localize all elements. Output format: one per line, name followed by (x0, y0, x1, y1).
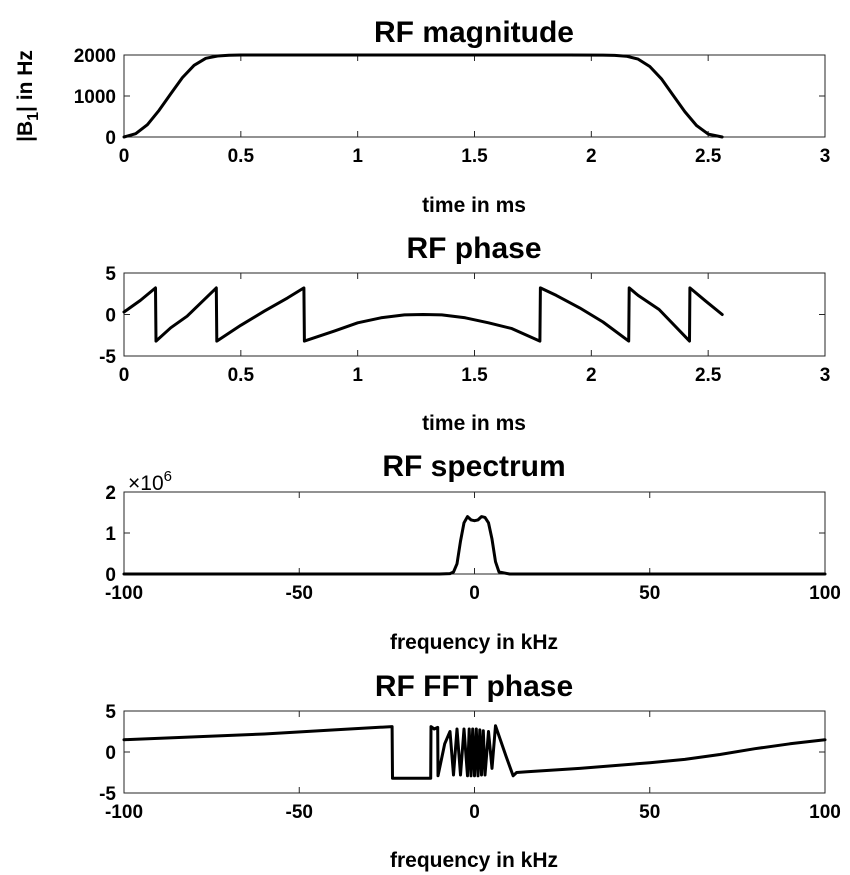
x-axis: -100 -50 0 50 100 (105, 492, 841, 604)
x-axis-label: time in ms (422, 412, 526, 435)
y-axis: 0 1 2 (105, 483, 825, 586)
y-tick-label: 5 (105, 264, 116, 285)
x-tick-label: 0 (119, 146, 130, 167)
x-tick-label: 1 (352, 146, 363, 167)
y-tick-label: -5 (99, 784, 116, 805)
y-tick-label: 2 (105, 483, 116, 504)
x-tick-label: 0.5 (228, 146, 255, 167)
x-tick-label: 2 (586, 365, 597, 386)
x-tick-label: 1.5 (461, 146, 488, 167)
x-tick-label: 1 (352, 365, 363, 386)
x-axis-label: frequency in kHz (390, 631, 558, 654)
x-tick-label: 2.5 (695, 365, 722, 386)
x-tick-label: 2 (586, 146, 597, 167)
panel-rf-spectrum: RF spectrum ×106 -100 -50 0 50 100 0 1 2 frequ… (105, 450, 841, 654)
x-tick-label: 100 (809, 802, 841, 823)
x-tick-label: 3 (820, 146, 831, 167)
panel-rf-fft-phase: RF FFT phase -100 -50 0 50 100 -505 frequenc… (99, 670, 841, 872)
y-axis-label: |B1| in Hz (14, 50, 42, 142)
x-axis: 0 0.5 1 1.5 2 2.5 3 (119, 55, 831, 167)
data-series-line (124, 288, 722, 341)
x-tick-label: 0 (469, 802, 480, 823)
x-tick-label: -50 (286, 802, 313, 823)
panel-rf-magnitude: RF magnitude 0 0.5 1 1.5 2 2.5 3 0 1000 2000 tim… (14, 16, 830, 217)
data-series-line (124, 517, 825, 574)
y-tick-label: 0 (105, 743, 116, 764)
chart-title: RF magnitude (374, 16, 574, 49)
y-tick-label: 0 (105, 565, 116, 586)
x-axis-label: time in ms (422, 194, 526, 217)
y-tick-label: 0 (105, 128, 116, 149)
y-tick-label: 0 (105, 306, 116, 327)
x-tick-label: -100 (105, 802, 143, 823)
scale-factor-label: ×106 (128, 468, 172, 495)
chart-title: RF phase (406, 232, 541, 265)
x-tick-label: 50 (639, 583, 660, 604)
plot-area (124, 55, 825, 137)
x-tick-label: 100 (809, 583, 841, 604)
y-tick-label: 1000 (74, 87, 116, 108)
x-tick-label: 0 (119, 365, 130, 386)
panel-rf-phase: RF phase 0 0.5 1 1.5 2 2.5 3 -505 time in ms (99, 232, 830, 435)
y-tick-label: 5 (105, 702, 116, 723)
x-axis-label: frequency in kHz (390, 849, 558, 872)
x-tick-label: 3 (820, 365, 831, 386)
y-tick-label: -5 (99, 347, 116, 368)
plot-area (124, 492, 825, 574)
x-tick-label: 1.5 (461, 365, 488, 386)
data-series-line (124, 726, 825, 778)
x-tick-label: 0.5 (228, 365, 255, 386)
x-axis: 0 0.5 1 1.5 2 2.5 3 (119, 273, 831, 386)
y-tick-label: 2000 (74, 46, 116, 67)
chart-title: RF FFT phase (375, 670, 573, 703)
y-tick-label: 1 (105, 524, 116, 545)
x-tick-label: 0 (469, 583, 480, 604)
x-tick-label: 2.5 (695, 146, 722, 167)
x-tick-label: -100 (105, 583, 143, 604)
data-series-line (124, 55, 722, 137)
x-tick-label: 50 (639, 802, 660, 823)
chart-title: RF spectrum (382, 450, 565, 483)
x-tick-label: -50 (286, 583, 313, 604)
